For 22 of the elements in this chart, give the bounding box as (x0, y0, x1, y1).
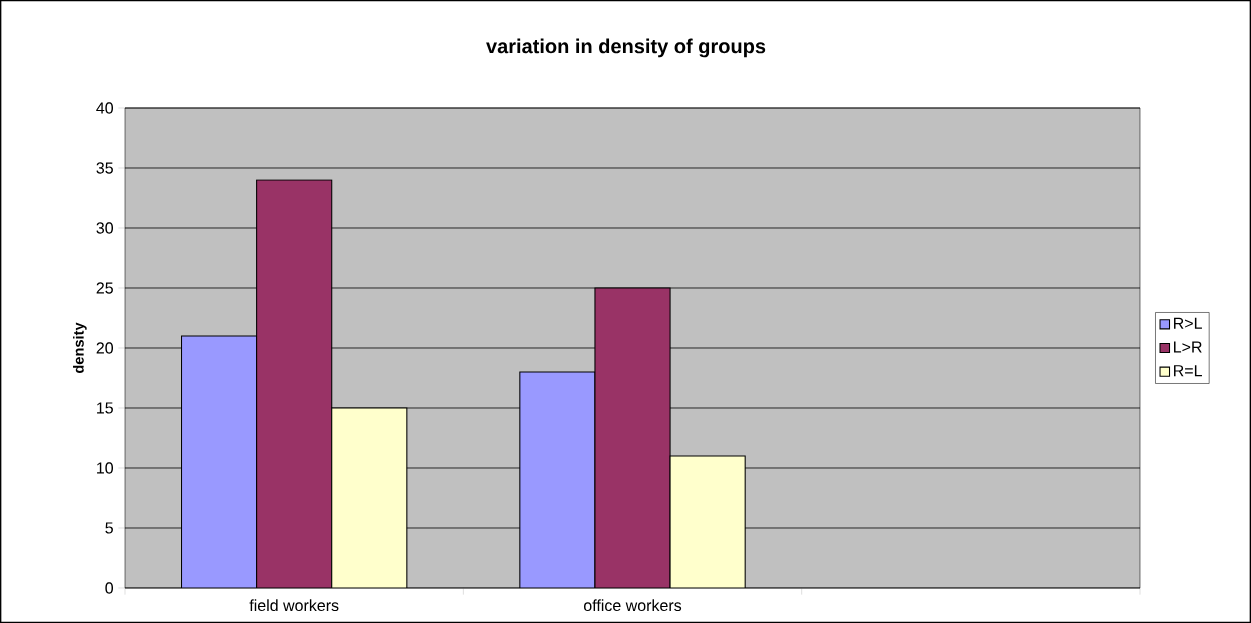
x-tick-label: field workers (249, 599, 339, 612)
y-axis-title: density (73, 322, 87, 374)
bar (256, 179, 333, 588)
bar (331, 407, 408, 588)
legend-label: L>R (1174, 341, 1202, 353)
x-tick-label: office workers (583, 599, 682, 612)
y-tick-label: 35 (96, 162, 113, 174)
y-tick-label: 15 (97, 402, 113, 414)
bar (669, 455, 746, 588)
bar (519, 371, 596, 588)
y-tick-label: 10 (97, 462, 114, 474)
y-tick-label: 20 (96, 342, 114, 354)
y-tick-label: 40 (96, 102, 114, 114)
legend-label: R=L (1174, 365, 1202, 377)
y-tick-label: 30 (96, 222, 114, 234)
y-tick-label: 25 (96, 282, 113, 294)
y-tick-label: 0 (105, 582, 114, 594)
bar (180, 335, 258, 588)
legend-label: R>L (1174, 317, 1202, 329)
chart-title: variation in density of groups (486, 38, 766, 58)
bar (594, 287, 671, 588)
y-tick-label: 5 (105, 522, 113, 534)
